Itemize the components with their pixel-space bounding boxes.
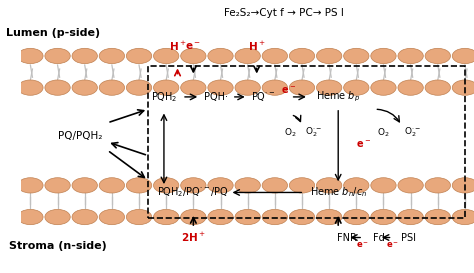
Text: H$^+$: H$^+$ (248, 40, 265, 53)
Text: e$^-$: e$^-$ (185, 41, 201, 52)
Circle shape (452, 209, 474, 225)
Circle shape (452, 80, 474, 95)
Circle shape (235, 48, 260, 64)
Text: PQ$^{·-}$: PQ$^{·-}$ (251, 90, 275, 103)
Text: Fe₂S₂→Cyt f → PC→ PS I: Fe₂S₂→Cyt f → PC→ PS I (224, 8, 344, 18)
Circle shape (344, 209, 369, 225)
Text: Lumen (p-side): Lumen (p-side) (6, 28, 100, 38)
Circle shape (317, 209, 342, 225)
Circle shape (181, 48, 206, 64)
Circle shape (425, 178, 450, 193)
Circle shape (127, 178, 152, 193)
Circle shape (289, 178, 315, 193)
Circle shape (45, 209, 70, 225)
Text: PQH$_2$/PQ$^{·-}$/PQ: PQH$_2$/PQ$^{·-}$/PQ (157, 186, 229, 199)
Text: PQ/PQH₂: PQ/PQH₂ (58, 132, 102, 141)
Circle shape (181, 178, 206, 193)
Text: e$^-$: e$^-$ (356, 139, 371, 150)
Circle shape (425, 209, 450, 225)
Circle shape (425, 80, 450, 95)
Circle shape (45, 178, 70, 193)
Text: e$^-$: e$^-$ (386, 241, 399, 251)
Circle shape (235, 209, 260, 225)
Text: Stroma (n-side): Stroma (n-side) (9, 241, 107, 251)
Circle shape (317, 178, 342, 193)
Circle shape (452, 48, 474, 64)
Circle shape (154, 209, 179, 225)
Circle shape (371, 209, 396, 225)
Text: PQH$_2$: PQH$_2$ (151, 90, 177, 104)
Circle shape (344, 80, 369, 95)
Circle shape (344, 178, 369, 193)
Circle shape (18, 48, 43, 64)
Text: H$^+$: H$^+$ (169, 40, 186, 53)
Text: Heme $b_p$: Heme $b_p$ (316, 90, 360, 104)
Circle shape (18, 209, 43, 225)
Circle shape (72, 80, 97, 95)
Circle shape (398, 80, 423, 95)
Circle shape (262, 80, 288, 95)
Circle shape (99, 48, 125, 64)
Text: PSI: PSI (401, 233, 416, 242)
Circle shape (317, 80, 342, 95)
Circle shape (289, 48, 315, 64)
Text: PQH·: PQH· (204, 92, 228, 102)
Circle shape (235, 178, 260, 193)
Circle shape (72, 209, 97, 225)
Circle shape (344, 48, 369, 64)
Text: O$_2$: O$_2$ (284, 126, 297, 139)
Text: Heme $b_n$/$c_n$: Heme $b_n$/$c_n$ (310, 186, 367, 199)
Circle shape (181, 80, 206, 95)
Circle shape (317, 48, 342, 64)
Circle shape (18, 80, 43, 95)
Circle shape (371, 178, 396, 193)
Text: e$^-$: e$^-$ (356, 241, 370, 251)
Text: O$_2$: O$_2$ (377, 126, 390, 139)
Circle shape (452, 178, 474, 193)
Circle shape (154, 80, 179, 95)
Text: 2H$^+$: 2H$^+$ (181, 231, 206, 244)
Circle shape (262, 178, 288, 193)
Circle shape (208, 209, 233, 225)
Circle shape (18, 178, 43, 193)
Circle shape (99, 178, 125, 193)
Circle shape (371, 48, 396, 64)
Text: FNR: FNR (337, 233, 357, 242)
Circle shape (208, 48, 233, 64)
Circle shape (45, 80, 70, 95)
Circle shape (99, 209, 125, 225)
Circle shape (262, 209, 288, 225)
Circle shape (262, 48, 288, 64)
Circle shape (398, 209, 423, 225)
Circle shape (72, 178, 97, 193)
Circle shape (398, 48, 423, 64)
Circle shape (127, 48, 152, 64)
Text: O$_2^{·-}$: O$_2^{·-}$ (404, 126, 421, 139)
Circle shape (289, 80, 315, 95)
Circle shape (425, 48, 450, 64)
Circle shape (398, 178, 423, 193)
Circle shape (127, 209, 152, 225)
Circle shape (235, 80, 260, 95)
Text: O$_2^{·-}$: O$_2^{·-}$ (305, 126, 322, 139)
Circle shape (371, 80, 396, 95)
Circle shape (181, 209, 206, 225)
Circle shape (72, 48, 97, 64)
Circle shape (289, 209, 315, 225)
Circle shape (208, 178, 233, 193)
Circle shape (99, 80, 125, 95)
Circle shape (154, 48, 179, 64)
Circle shape (154, 178, 179, 193)
Circle shape (208, 80, 233, 95)
Text: e$^-$: e$^-$ (281, 85, 296, 96)
Circle shape (127, 80, 152, 95)
Text: Fd: Fd (373, 233, 385, 242)
Circle shape (45, 48, 70, 64)
